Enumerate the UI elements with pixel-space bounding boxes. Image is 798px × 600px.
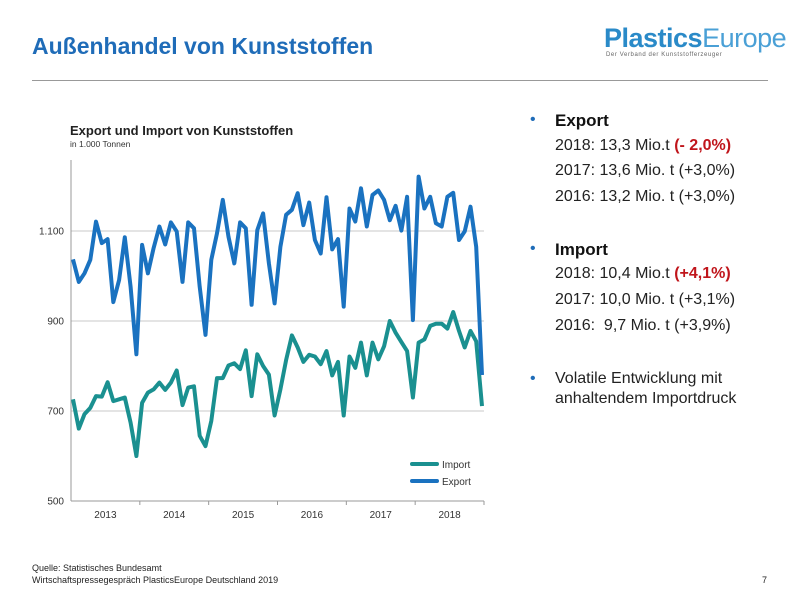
page-title: Außenhandel von Kunststoffen	[32, 33, 374, 59]
note-line-2: anhaltendem Importdruck	[555, 390, 737, 407]
bullet-icon: •	[530, 370, 536, 387]
y-tick-label: 700	[47, 407, 64, 418]
logo-tagline: Der Verband der Kunststofferzeuger	[606, 52, 723, 58]
import-2018-change: (+4,1%)	[674, 265, 731, 282]
page-number: 7	[762, 575, 768, 585]
logo-main: Plastics	[604, 23, 703, 53]
export-line-2016: 2016: 13,2 Mio. t (+3,0%)	[555, 188, 736, 205]
export-line-2017: 2017: 13,6 Mio. t (+3,0%)	[555, 162, 736, 179]
header-divider	[32, 80, 768, 81]
bullet-icon: •	[530, 240, 536, 257]
x-tick-label: 2018	[438, 510, 461, 521]
note-line-1: Volatile Entwicklung mit	[555, 370, 723, 387]
x-tick-label: 2015	[232, 510, 255, 521]
source-note: Quelle: Statistisches Bundesamt	[32, 563, 162, 573]
legend-label-import: Import	[442, 460, 471, 471]
series-line-export	[71, 174, 484, 376]
event-note: Wirtschaftspressegespräch PlasticsEurope…	[32, 575, 279, 585]
logo-accent: Europe	[702, 23, 787, 53]
chart-subtitle: in 1.000 Tonnen	[70, 139, 131, 149]
x-tick-label: 2016	[301, 510, 324, 521]
x-tick-label: 2014	[163, 510, 186, 521]
y-tick-label: 1.100	[39, 227, 64, 238]
y-tick-label: 900	[47, 317, 64, 328]
series-line-import	[71, 310, 484, 458]
export-heading: Export	[555, 111, 609, 130]
import-line-2017: 2017: 10,0 Mio. t (+3,1%)	[555, 291, 736, 308]
bullet-icon: •	[530, 111, 536, 128]
x-tick-label: 2017	[370, 510, 393, 521]
import-line-2018: 2018: 10,4 Mio.t (+4,1%)	[555, 265, 731, 282]
plasticseurope-logo: PlasticsEurope Der Verband der Kunststof…	[604, 23, 787, 58]
import-line-2016: 2016: 9,7 Mio. t (+3,9%)	[555, 317, 731, 334]
legend-label-export: Export	[442, 477, 471, 488]
chart-title: Export und Import von Kunststoffen	[70, 123, 294, 138]
x-tick-label: 2013	[94, 510, 117, 521]
export-2018-change: (- 2,0%)	[674, 137, 732, 154]
import-heading: Import	[555, 240, 608, 259]
y-tick-label: 500	[47, 497, 64, 508]
export-line-2018: 2018: 13,3 Mio.t (- 2,0%)	[555, 137, 732, 154]
